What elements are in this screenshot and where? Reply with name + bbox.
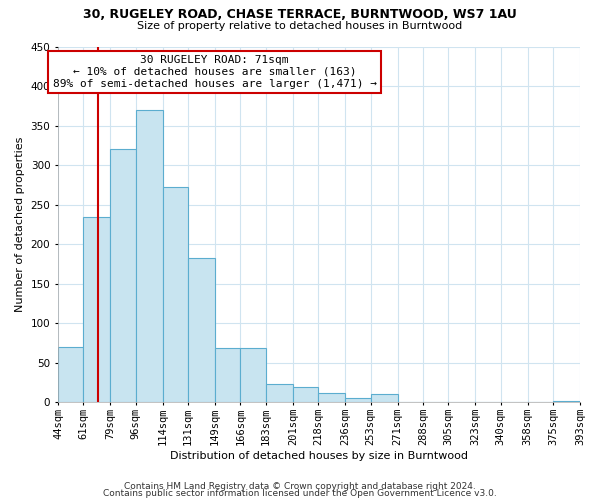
Bar [371,394,398,402]
Bar [215,348,241,403]
Bar [318,393,345,402]
Bar [241,348,266,403]
Text: Contains HM Land Registry data © Crown copyright and database right 2024.: Contains HM Land Registry data © Crown c… [124,482,476,491]
Text: 30 RUGELEY ROAD: 71sqm
← 10% of detached houses are smaller (163)
89% of semi-de: 30 RUGELEY ROAD: 71sqm ← 10% of detached… [53,56,377,88]
Bar [553,401,580,402]
Bar [110,150,136,402]
Bar [293,386,318,402]
Bar [345,398,371,402]
Text: 30, RUGELEY ROAD, CHASE TERRACE, BURNTWOOD, WS7 1AU: 30, RUGELEY ROAD, CHASE TERRACE, BURNTWO… [83,8,517,20]
Bar [163,188,188,402]
Bar [58,347,83,403]
Text: Size of property relative to detached houses in Burntwood: Size of property relative to detached ho… [137,21,463,31]
Bar [83,216,110,402]
Bar [266,384,293,402]
X-axis label: Distribution of detached houses by size in Burntwood: Distribution of detached houses by size … [170,451,468,461]
Bar [136,110,163,403]
Bar [188,258,215,402]
Text: Contains public sector information licensed under the Open Government Licence v3: Contains public sector information licen… [103,488,497,498]
Y-axis label: Number of detached properties: Number of detached properties [15,137,25,312]
